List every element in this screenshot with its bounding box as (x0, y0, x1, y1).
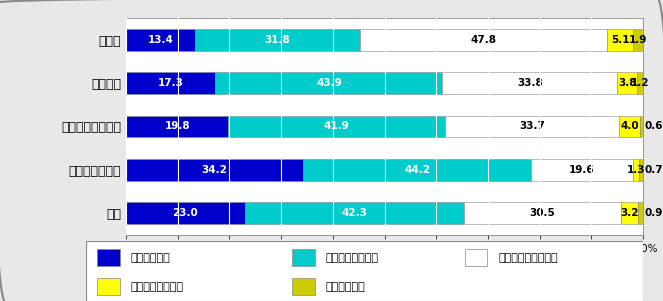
Text: 33.7: 33.7 (519, 121, 545, 132)
Text: 3.8: 3.8 (618, 78, 636, 88)
Bar (126, 29, 196, 51)
Bar (126, 72, 215, 94)
Text: 5.1: 5.1 (611, 35, 629, 45)
Bar (228, 116, 445, 137)
Text: 1.9: 1.9 (629, 35, 647, 45)
FancyBboxPatch shape (97, 249, 119, 266)
Bar (215, 72, 442, 94)
Bar (196, 29, 360, 51)
Text: やや消極的である: やや消極的である (131, 281, 184, 292)
Bar (442, 72, 617, 94)
Bar (619, 116, 640, 137)
FancyBboxPatch shape (292, 249, 314, 266)
Text: 42.3: 42.3 (341, 208, 367, 218)
Text: どちらとも耀えない: どちらとも耀えない (499, 253, 558, 263)
Bar (637, 72, 643, 94)
Bar (303, 159, 532, 181)
Text: やや積極的である: やや積極的である (326, 253, 379, 263)
Text: 34.2: 34.2 (202, 165, 227, 175)
Text: 30.5: 30.5 (530, 208, 556, 218)
Bar (126, 202, 245, 224)
Bar (640, 116, 643, 137)
Bar (360, 29, 607, 51)
Text: 19.6: 19.6 (570, 165, 595, 175)
FancyBboxPatch shape (292, 278, 314, 295)
FancyBboxPatch shape (97, 278, 119, 295)
Text: 0.7: 0.7 (644, 165, 663, 175)
Bar (621, 202, 638, 224)
Bar (126, 116, 228, 137)
Text: 13.4: 13.4 (148, 35, 174, 45)
Text: 23.0: 23.0 (172, 208, 198, 218)
Text: 31.8: 31.8 (265, 35, 290, 45)
Text: 43.9: 43.9 (316, 78, 342, 88)
Bar (638, 202, 642, 224)
Bar (607, 29, 633, 51)
Text: 3.2: 3.2 (621, 208, 639, 218)
Text: 1.2: 1.2 (631, 78, 649, 88)
Bar (633, 29, 643, 51)
Text: 0.6: 0.6 (644, 121, 663, 132)
Bar (617, 72, 637, 94)
Text: 19.8: 19.8 (164, 121, 190, 132)
Bar (245, 202, 463, 224)
Text: 積極的である: 積極的である (131, 253, 170, 263)
Text: 33.8: 33.8 (517, 78, 543, 88)
FancyBboxPatch shape (86, 241, 643, 301)
Bar (463, 202, 621, 224)
Bar (445, 116, 619, 137)
Text: 0.9: 0.9 (644, 208, 662, 218)
Bar (532, 159, 633, 181)
Bar (640, 159, 643, 181)
Text: 41.9: 41.9 (324, 121, 349, 132)
Text: 消極的である: 消極的である (326, 281, 365, 292)
Text: 4.0: 4.0 (621, 121, 639, 132)
Text: 1.3: 1.3 (627, 165, 645, 175)
Text: 17.3: 17.3 (158, 78, 184, 88)
FancyBboxPatch shape (465, 249, 487, 266)
Text: 44.2: 44.2 (404, 165, 430, 175)
Bar (126, 159, 303, 181)
Bar (633, 159, 640, 181)
Text: 47.8: 47.8 (470, 35, 497, 45)
